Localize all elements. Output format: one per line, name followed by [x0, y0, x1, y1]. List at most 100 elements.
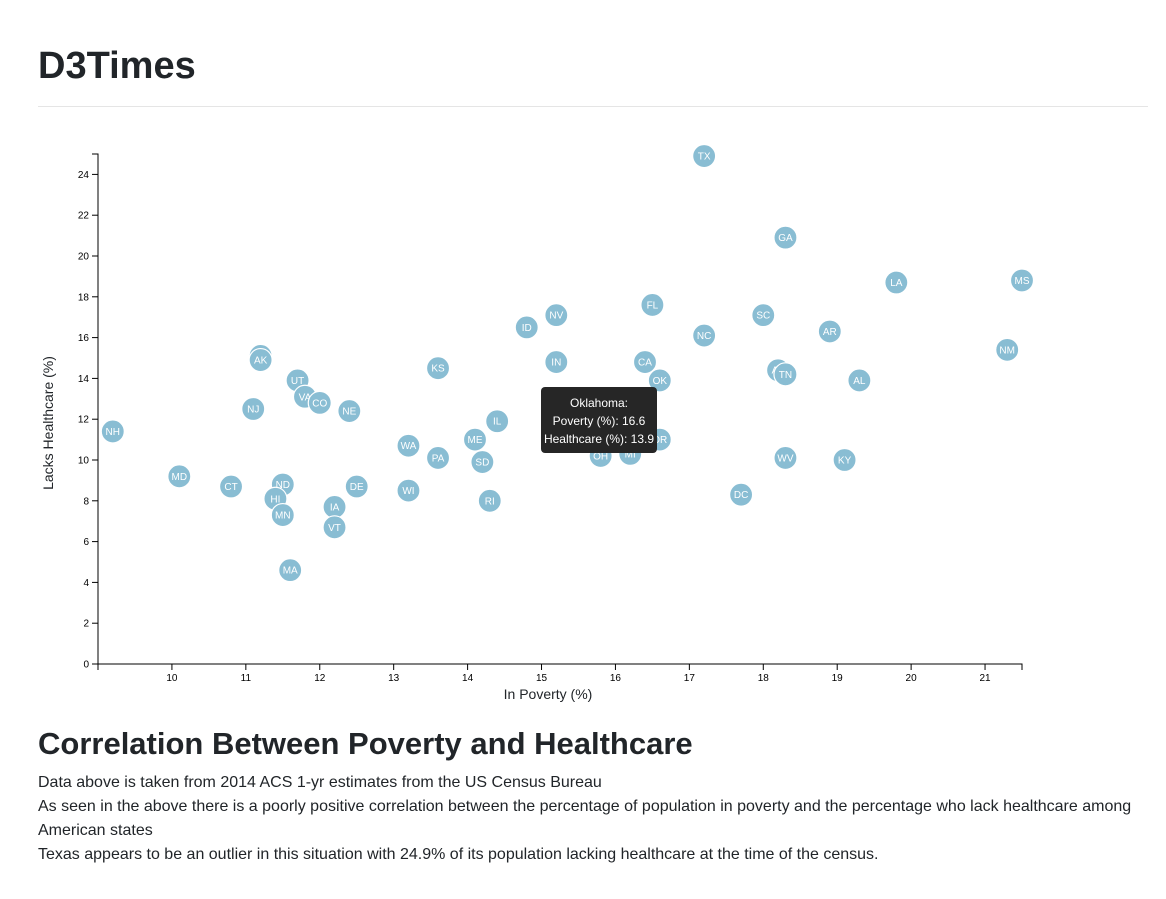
- state-marker[interactable]: [884, 270, 909, 295]
- state-point-ak[interactable]: AK: [248, 347, 273, 373]
- state-marker[interactable]: [729, 482, 754, 507]
- state-point-id[interactable]: ID: [514, 315, 539, 340]
- state-marker[interactable]: [396, 433, 421, 458]
- state-marker[interactable]: [337, 398, 362, 424]
- state-marker[interactable]: [692, 143, 717, 169]
- data-points: TXGAMSLAFLNVSCIDARNCNMWYAKINCAKSAZTNUTOK…: [100, 143, 1035, 583]
- state-point-sd[interactable]: SD: [470, 449, 495, 475]
- state-point-md[interactable]: MD: [167, 464, 192, 489]
- state-marker[interactable]: [396, 478, 421, 503]
- analysis-text: Data above is taken from 2014 ACS 1-yr e…: [38, 771, 1148, 867]
- y-tick-label: 10: [78, 456, 90, 467]
- state-point-ga[interactable]: GA: [773, 225, 798, 250]
- state-marker[interactable]: [514, 315, 539, 340]
- y-tick-label: 6: [83, 537, 89, 548]
- x-tick-label: 14: [462, 673, 474, 684]
- state-marker[interactable]: [344, 474, 369, 499]
- state-marker[interactable]: [462, 427, 488, 452]
- state-point-ar[interactable]: AR: [817, 319, 842, 344]
- state-point-sc[interactable]: SC: [751, 303, 776, 328]
- state-marker[interactable]: [751, 303, 776, 328]
- state-marker[interactable]: [477, 488, 502, 513]
- state-marker[interactable]: [425, 356, 451, 381]
- state-point-ma[interactable]: MA: [278, 558, 303, 583]
- state-marker[interactable]: [773, 445, 798, 471]
- state-abbr-label: HI: [270, 494, 280, 505]
- state-abbr-label: WI: [402, 486, 414, 497]
- state-point-tn[interactable]: TN: [773, 362, 798, 387]
- state-marker[interactable]: [773, 362, 798, 387]
- state-marker[interactable]: [847, 368, 872, 393]
- state-marker[interactable]: [832, 447, 857, 473]
- state-abbr-label: IL: [493, 417, 502, 428]
- state-point-ri[interactable]: RI: [477, 488, 502, 513]
- state-marker[interactable]: [544, 349, 569, 375]
- state-point-dc[interactable]: DC: [729, 482, 754, 507]
- state-point-nc[interactable]: NC: [692, 323, 717, 348]
- state-point-nh[interactable]: NH: [100, 419, 125, 444]
- state-point-ca[interactable]: CA: [632, 349, 658, 375]
- state-marker[interactable]: [167, 464, 192, 489]
- state-point-vt[interactable]: VT: [322, 515, 347, 540]
- state-abbr-label: KS: [431, 364, 445, 375]
- state-marker[interactable]: [307, 390, 332, 415]
- tooltip-title: Oklahoma:: [569, 396, 629, 410]
- state-marker[interactable]: [544, 303, 569, 328]
- state-point-de[interactable]: DE: [344, 474, 369, 499]
- state-point-la[interactable]: LA: [884, 270, 909, 295]
- x-tick-label: 19: [832, 673, 844, 684]
- state-point-ne[interactable]: NE: [337, 398, 362, 424]
- state-marker[interactable]: [470, 449, 495, 475]
- state-marker[interactable]: [278, 558, 303, 583]
- state-point-al[interactable]: AL: [847, 368, 872, 393]
- state-marker[interactable]: [995, 337, 1020, 362]
- state-marker[interactable]: [322, 515, 347, 540]
- state-point-nj[interactable]: NJ: [241, 396, 266, 422]
- state-marker[interactable]: [1009, 268, 1035, 293]
- state-point-ky[interactable]: KY: [832, 447, 857, 473]
- state-marker[interactable]: [270, 502, 295, 528]
- state-marker[interactable]: [100, 419, 125, 444]
- x-axis-line: [97, 663, 1023, 670]
- x-tick-label: 10: [166, 673, 178, 684]
- state-abbr-label: MS: [1015, 276, 1030, 287]
- x-tick-label: 11: [241, 673, 252, 684]
- x-tick-label: 21: [979, 673, 991, 684]
- state-abbr-label: NV: [549, 311, 563, 322]
- state-point-wa[interactable]: WA: [396, 433, 421, 458]
- state-marker[interactable]: [425, 445, 451, 471]
- state-point-wi[interactable]: WI: [396, 478, 421, 503]
- state-point-ia[interactable]: IA: [322, 494, 347, 520]
- state-point-il[interactable]: IL: [485, 409, 510, 434]
- state-point-ms[interactable]: MS: [1009, 268, 1035, 293]
- state-point-ct[interactable]: CT: [218, 474, 244, 499]
- state-point-pa[interactable]: PA: [425, 445, 451, 471]
- state-point-ok[interactable]: OK: [647, 368, 672, 393]
- state-marker[interactable]: [692, 323, 717, 348]
- x-tick-label: 18: [758, 673, 770, 684]
- state-abbr-label: CO: [312, 398, 327, 409]
- state-marker[interactable]: [817, 319, 842, 344]
- state-marker[interactable]: [773, 225, 798, 250]
- state-point-fl[interactable]: FL: [640, 292, 665, 318]
- state-abbr-label: PA: [432, 453, 445, 464]
- state-marker[interactable]: [640, 292, 665, 318]
- state-marker[interactable]: [485, 409, 510, 434]
- state-point-me[interactable]: ME: [462, 427, 488, 452]
- state-marker[interactable]: [647, 368, 672, 393]
- state-point-mn[interactable]: MN: [270, 502, 295, 528]
- state-marker[interactable]: [248, 347, 273, 373]
- state-abbr-label: SC: [756, 311, 770, 322]
- state-point-co[interactable]: CO: [307, 390, 332, 415]
- state-marker[interactable]: [218, 474, 244, 499]
- state-marker[interactable]: [632, 349, 658, 375]
- state-abbr-label: AK: [254, 356, 268, 367]
- state-point-tx[interactable]: TX: [692, 143, 717, 169]
- state-point-ks[interactable]: KS: [425, 356, 451, 381]
- state-point-in[interactable]: IN: [544, 349, 569, 375]
- state-marker[interactable]: [241, 396, 266, 422]
- state-point-nm[interactable]: NM: [995, 337, 1020, 362]
- state-point-wv[interactable]: WV: [773, 445, 798, 471]
- y-tick-label: 22: [78, 211, 90, 222]
- state-point-nv[interactable]: NV: [544, 303, 569, 328]
